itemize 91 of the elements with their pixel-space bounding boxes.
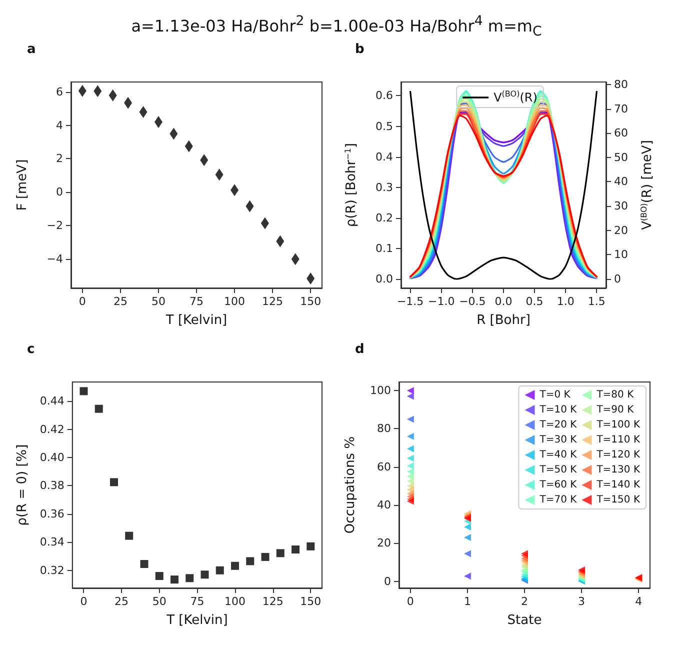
legend-label: T=120 K — [596, 450, 640, 460]
y-tick-label: 0.44 — [40, 394, 64, 408]
legend-label: T=40 K — [538, 450, 578, 460]
x-tick-label: 0.5 — [526, 295, 544, 308]
y2-tick-label: 70 — [614, 102, 628, 116]
y-tick-label: 20 — [377, 536, 391, 550]
x-tick-label: 125 — [262, 595, 284, 608]
y-tick-label: 0.38 — [40, 479, 64, 492]
y-tick-label: 0.32 — [40, 564, 64, 577]
legend-label: T=10 K — [538, 404, 578, 416]
x-tick-label: 4 — [635, 595, 642, 608]
text: a=1.13e-03 Ha/Bohr$^{2}$ b=1.00e-03 Ha/Bohr$^{4}$ m=m$_{C}$ — [130, 13, 543, 40]
x-tick-label: 0 — [80, 595, 88, 608]
chart-title: a — [27, 42, 36, 57]
y-tick-label: 0.36 — [40, 507, 64, 520]
y-tick-label: 6 — [56, 86, 63, 99]
x-tick-label: 1.5 — [588, 295, 606, 308]
y-tick-label: 0.42 — [40, 422, 64, 436]
chart-title: c — [27, 342, 35, 357]
legend-label: T=100 K — [596, 420, 640, 430]
x-axis-title: State — [507, 613, 542, 628]
x-tick-label: 0.0 — [494, 295, 512, 308]
x-tick-label: 75 — [190, 595, 204, 608]
legend-label: T=110 K — [596, 434, 640, 446]
y-axis-title: F [meV] — [15, 159, 30, 211]
y2-tick-label: 50 — [614, 150, 628, 164]
legend-label: T=70 K — [538, 494, 578, 506]
legend-label: T=150 K — [596, 494, 640, 506]
x-tick-label: 1 — [464, 595, 471, 608]
legend-label: T=20 K — [538, 420, 578, 430]
x-tick-label: 125 — [262, 295, 284, 308]
x-tick-label: −1.0 — [428, 295, 455, 308]
y-tick-label: 0.3 — [376, 180, 393, 194]
y-tick-label: 0 — [384, 574, 391, 588]
x-tick-label: 100 — [224, 595, 246, 608]
x-tick-label: 50 — [151, 295, 166, 308]
y-axis-title: Occupations % — [343, 436, 358, 534]
y-tick-label: 100 — [370, 384, 391, 398]
y-axis-title: ρ(R = 0) [%] — [15, 444, 30, 526]
legend-label: T=30 K — [538, 434, 578, 446]
y-tick-label: 0.5 — [376, 120, 393, 133]
x-axis-title: T [Kelvin] — [164, 313, 228, 328]
y-tick-label: 0.34 — [40, 536, 64, 549]
x-tick-label: 25 — [114, 595, 129, 608]
x-tick-label: 2 — [521, 595, 528, 608]
x-tick-label: 0 — [78, 295, 86, 308]
x-tick-label: 1.0 — [556, 295, 574, 308]
y2-tick-label: 80 — [614, 78, 628, 91]
legend-label: T=0 K — [538, 390, 571, 400]
y-tick-label: −4 — [46, 252, 63, 266]
y-tick-label: 0.40 — [40, 450, 64, 464]
x-tick-label: 25 — [113, 295, 128, 308]
legend-label: T=140 K — [596, 480, 640, 490]
y-tick-label: 4 — [56, 118, 63, 132]
x-tick-label: 150 — [300, 595, 322, 608]
y-tick-label: 80 — [377, 422, 391, 436]
y2-axis-title: V(BO)(R) [meV] — [640, 140, 655, 230]
y2-tick-label: 10 — [614, 248, 628, 262]
legend-label: T=50 K — [538, 464, 578, 476]
x-tick-label: 75 — [190, 295, 204, 308]
y-tick-label: 40 — [377, 498, 391, 512]
x-tick-label: 100 — [224, 295, 246, 308]
y2-tick-label: 20 — [614, 224, 628, 237]
legend-label: T=80 K — [596, 390, 634, 400]
y2-tick-label: 40 — [614, 175, 628, 188]
y-tick-label: 2 — [56, 152, 63, 166]
y-tick-label: 0.1 — [376, 242, 393, 255]
y2-tick-label: 0 — [614, 272, 621, 286]
y-tick-label: 0.2 — [376, 211, 393, 224]
x-tick-label: 50 — [152, 595, 166, 608]
legend-label: T=130 K — [596, 464, 640, 476]
y-axis-title: ρ(R) [Bohr−1] — [344, 143, 359, 227]
legend-label: T=60 K — [538, 480, 578, 490]
legend-label: T=90 K — [596, 404, 634, 416]
x-tick-label: 150 — [300, 295, 322, 308]
y-tick-label: 0 — [56, 186, 63, 199]
y-tick-label: 0.4 — [376, 150, 393, 164]
y2-tick-label: 30 — [614, 200, 628, 213]
y-tick-label: 0.6 — [376, 89, 393, 102]
x-axis-title: T [Kelvin] — [166, 613, 228, 628]
y-tick-label: −2 — [46, 218, 63, 232]
chart-title: b — [355, 42, 364, 57]
y2-tick-label: 60 — [614, 126, 628, 140]
x-tick-label: −0.5 — [459, 295, 486, 308]
x-axis-title: R [Bohr] — [476, 313, 530, 328]
y-tick-label: 60 — [377, 460, 391, 474]
x-tick-label: 0 — [406, 595, 414, 608]
chart-title: d — [355, 342, 364, 357]
x-tick-label: −1.5 — [396, 295, 424, 308]
y-tick-label: 0.0 — [376, 272, 393, 286]
x-tick-label: 3 — [578, 595, 586, 608]
